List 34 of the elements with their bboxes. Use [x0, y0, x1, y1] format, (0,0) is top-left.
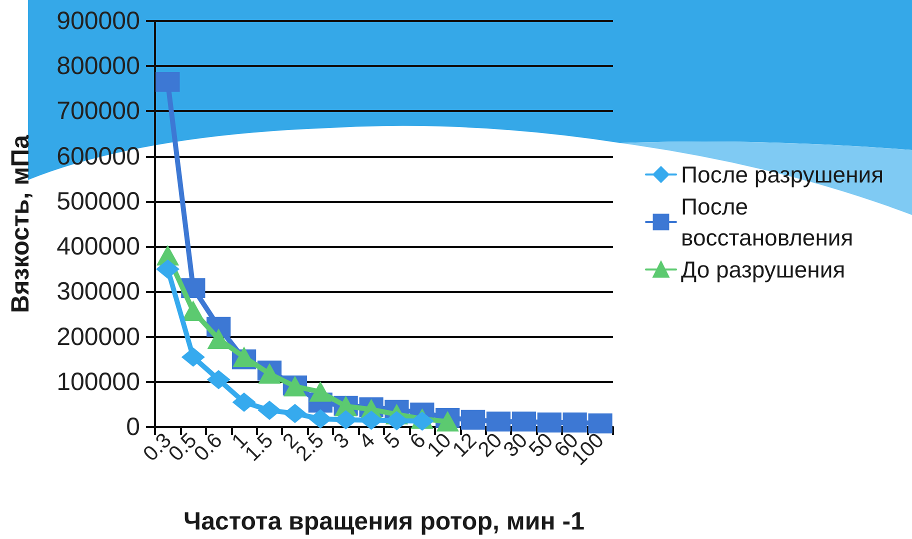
point — [258, 400, 281, 420]
point — [486, 412, 510, 432]
x-tick-label: 3 — [329, 428, 354, 454]
y-tick-label: 700000 — [56, 97, 140, 126]
x-tick-label: 4 — [354, 428, 380, 454]
point — [436, 412, 459, 432]
point — [308, 409, 332, 428]
point — [207, 370, 230, 390]
point — [512, 412, 536, 432]
point — [283, 404, 306, 423]
y-tick-label: 300000 — [56, 278, 140, 306]
x-axis-title: Частота вращения ротор, мин -1 — [184, 508, 585, 536]
legend-label: До разрушения — [681, 256, 846, 282]
point — [537, 412, 562, 432]
point — [562, 412, 587, 432]
y-tick-label: 100000 — [56, 368, 140, 396]
y-tick-label: 500000 — [56, 187, 140, 216]
y-tick-label: 800000 — [56, 52, 140, 80]
point — [182, 348, 205, 367]
point — [588, 413, 612, 434]
legend-label: После восстановления — [681, 194, 854, 250]
point — [156, 260, 180, 279]
point — [208, 329, 230, 350]
x-tick-label: 5 — [380, 428, 405, 454]
point — [309, 382, 332, 402]
y-tick-label: 400000 — [56, 232, 140, 261]
point — [182, 301, 204, 322]
y-tick-label: 200000 — [56, 322, 140, 351]
point — [461, 410, 486, 430]
point — [232, 392, 256, 412]
point — [156, 72, 180, 92]
y-tick-label: 900000 — [56, 7, 140, 35]
y-tick-label: 0 — [126, 413, 140, 441]
y-axis-title: Вязкость, мПа — [6, 134, 34, 313]
